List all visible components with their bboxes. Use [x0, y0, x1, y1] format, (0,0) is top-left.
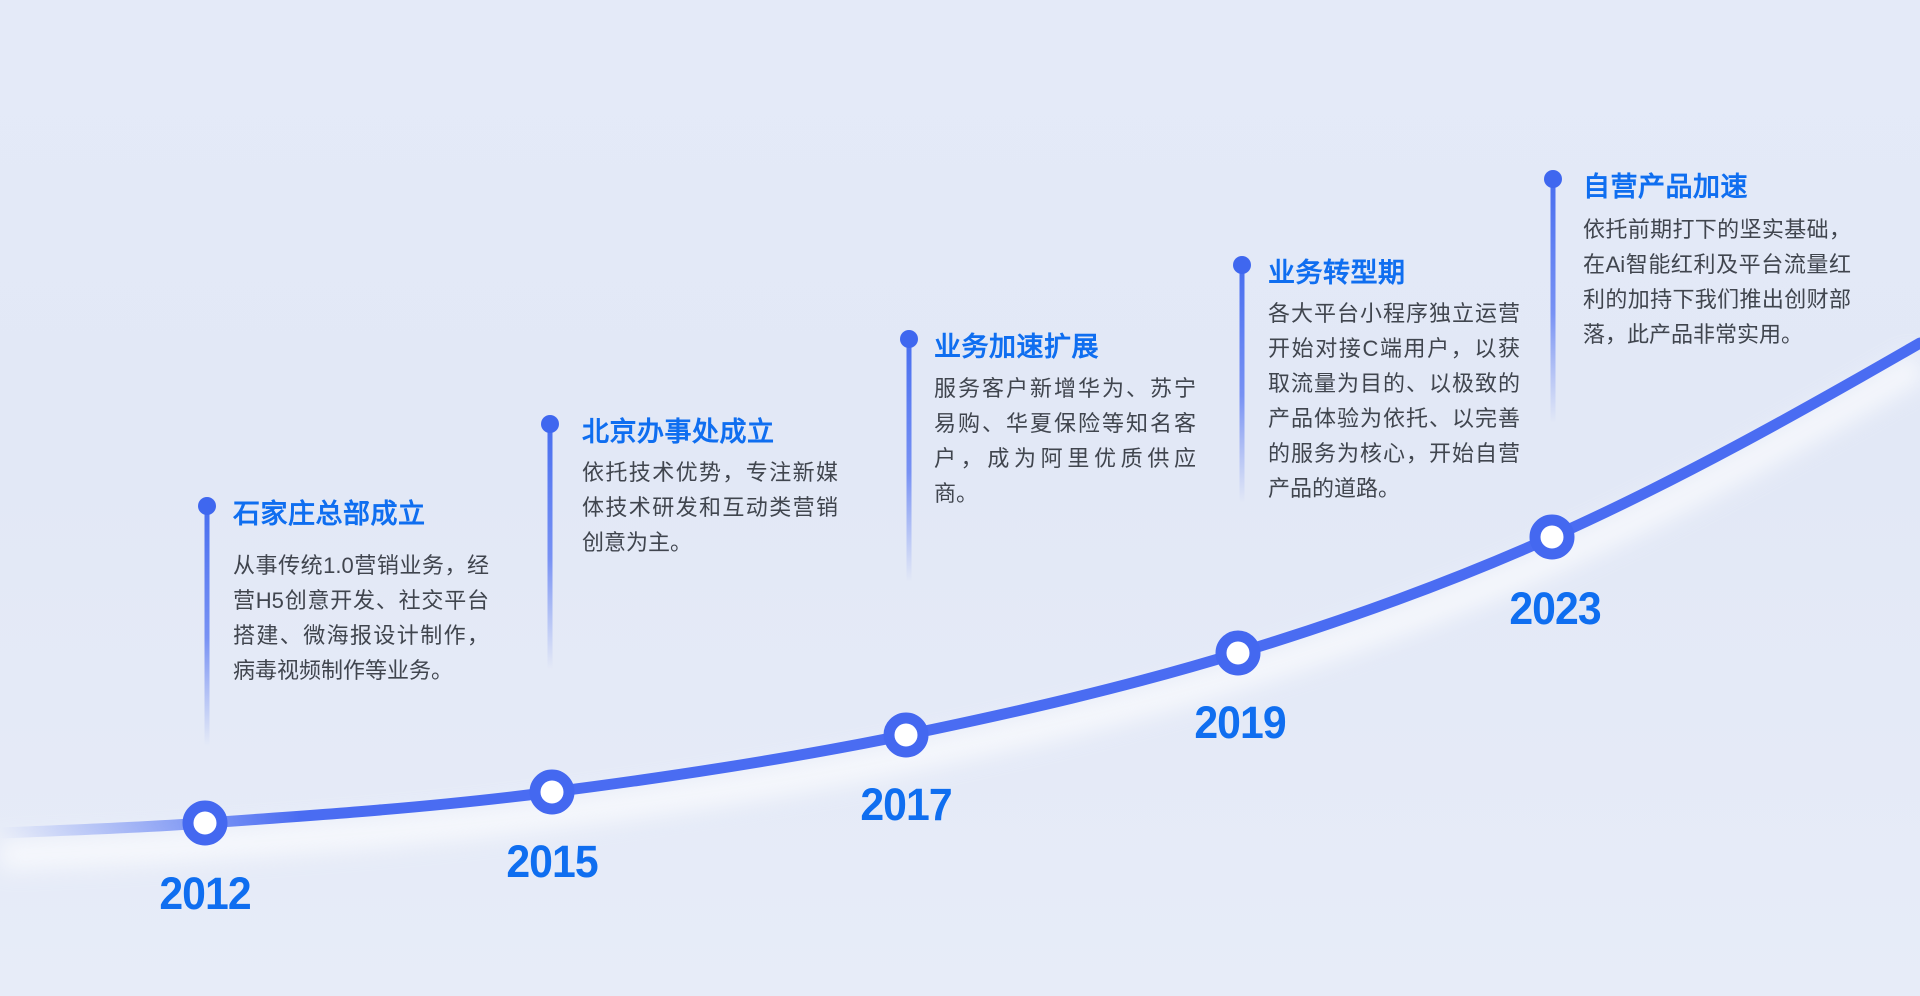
year-label-2023: 2023: [1509, 583, 1601, 634]
stem-2017: [906, 339, 912, 582]
timeline-node-2017: [883, 712, 929, 758]
curve-glow: [0, 352, 1920, 870]
milestone-title-2015: 北京办事处成立: [582, 417, 775, 447]
milestone-desc-2023: 依托前期打下的坚实基础，在Ai智能红利及平台流量红利的加持下我们推出创财部落，此…: [1583, 217, 1851, 347]
growth-curve: [0, 337, 1920, 839]
stem-2015: [547, 424, 553, 669]
stem-dot-2015: [541, 415, 559, 433]
timeline-node-2015: [529, 769, 575, 815]
milestone-desc-2015: 依托技术优势，专注新媒体技术研发和互动类营销创意为主。: [582, 460, 838, 555]
milestone-desc-2019: 各大平台小程序独立运营开始对接C端用户，以获取流量为目的、以极致的产品体验为依托…: [1268, 301, 1520, 501]
stem-dot-2023: [1544, 170, 1562, 188]
milestone-title-2019: 业务转型期: [1268, 258, 1406, 288]
milestone-desc-2012: 从事传统1.0营销业务，经营H5创意开发、社交平台搭建、微海报设计制作，病毒视频…: [233, 553, 489, 683]
year-label-2015: 2015: [506, 836, 598, 887]
milestone-title-2023: 自营产品加速: [1583, 172, 1748, 202]
milestone-title-2017: 业务加速扩展: [934, 332, 1099, 362]
milestone-desc-2017: 服务客户新增华为、苏宁易购、华夏保险等知名客户，成为阿里优质供应商。: [934, 376, 1196, 506]
timeline-node-2012: [182, 800, 228, 846]
stem-2019: [1239, 265, 1245, 503]
timeline-node-2023: [1529, 514, 1575, 560]
timeline-node-2019: [1215, 630, 1261, 676]
stem-2023: [1550, 179, 1556, 423]
stem-2012: [204, 506, 210, 746]
year-label-2017: 2017: [860, 779, 952, 830]
year-label-2019: 2019: [1194, 697, 1286, 748]
stem-dot-2017: [900, 330, 918, 348]
stem-dot-2012: [198, 497, 216, 515]
stem-dot-2019: [1233, 256, 1251, 274]
milestone-title-2012: 石家庄总部成立: [233, 499, 426, 529]
year-label-2012: 2012: [159, 868, 251, 919]
